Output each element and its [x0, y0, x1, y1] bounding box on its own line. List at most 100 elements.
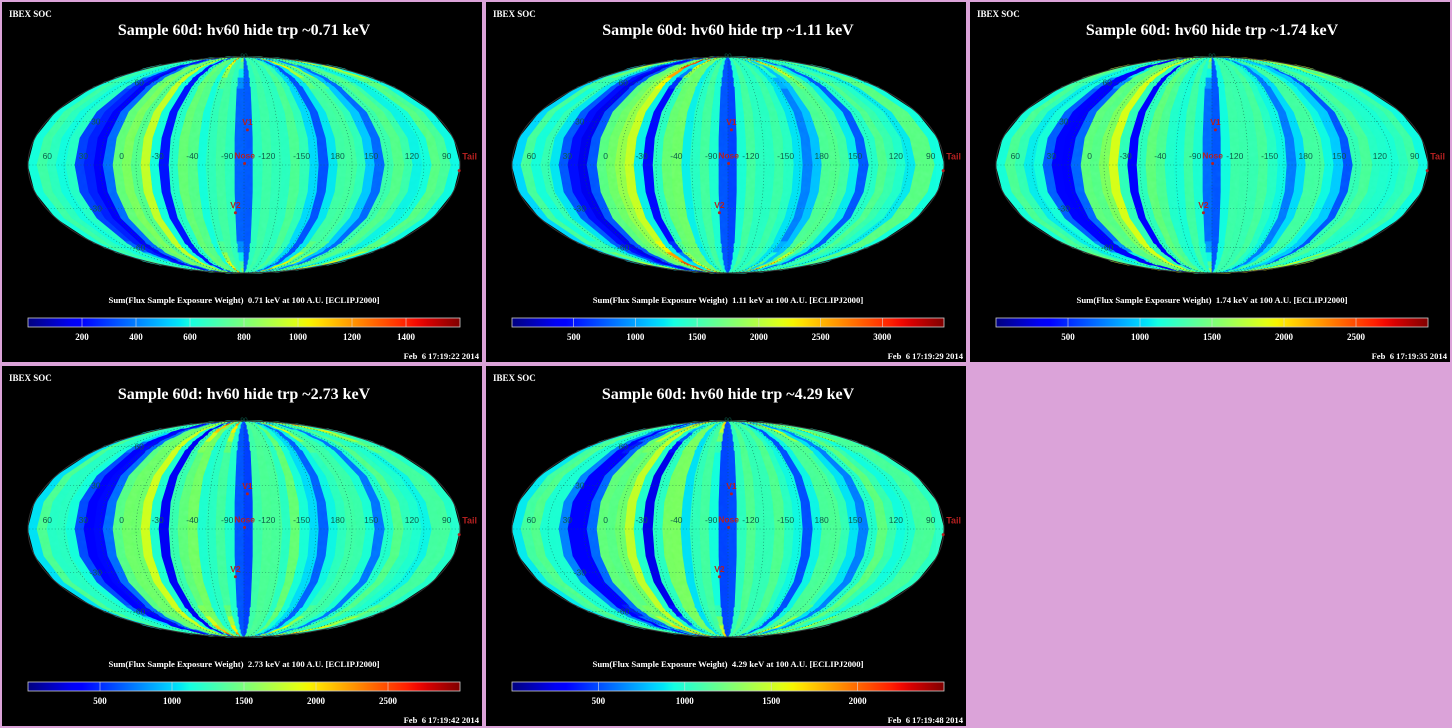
- svg-text:-30: -30: [151, 515, 164, 525]
- svg-text:-150: -150: [293, 151, 310, 161]
- svg-text:0: 0: [119, 515, 124, 525]
- svg-text:60: 60: [134, 78, 144, 88]
- svg-text:-150: -150: [777, 151, 794, 161]
- svg-text:-40: -40: [1154, 151, 1167, 161]
- svg-text:60: 60: [618, 442, 628, 452]
- svg-text:-40: -40: [186, 151, 199, 161]
- svg-text:-90: -90: [1189, 151, 1202, 161]
- svg-text:800: 800: [237, 332, 251, 342]
- svg-text:1400: 1400: [397, 332, 416, 342]
- svg-text:-40: -40: [186, 515, 199, 525]
- svg-text:1500: 1500: [688, 332, 707, 342]
- svg-text:Tail: Tail: [946, 152, 961, 162]
- svg-text:-90: -90: [705, 151, 718, 161]
- svg-text:-60: -60: [133, 606, 146, 616]
- svg-text:Feb 6 17:19:35 2014: Feb 6 17:19:35 2014: [1372, 351, 1448, 361]
- svg-text:90: 90: [926, 151, 936, 161]
- svg-text:150: 150: [848, 151, 862, 161]
- svg-text:1500: 1500: [762, 696, 781, 706]
- svg-text:150: 150: [1332, 151, 1346, 161]
- svg-text:Nose: Nose: [718, 151, 739, 161]
- svg-text:30: 30: [563, 515, 573, 525]
- svg-text:90: 90: [442, 515, 452, 525]
- svg-text:60: 60: [134, 442, 144, 452]
- svg-text:120: 120: [405, 515, 419, 525]
- svg-text:2000: 2000: [849, 696, 868, 706]
- svg-text:Nose: Nose: [1202, 151, 1223, 161]
- svg-text:30: 30: [1059, 116, 1069, 126]
- svg-text:90: 90: [240, 417, 248, 424]
- svg-text:500: 500: [1061, 332, 1075, 342]
- svg-text:90: 90: [926, 515, 936, 525]
- svg-text:-60: -60: [617, 606, 630, 616]
- svg-text:60: 60: [618, 78, 628, 88]
- svg-text:V1: V1: [242, 117, 253, 127]
- svg-text:-40: -40: [670, 151, 683, 161]
- svg-text:90: 90: [442, 151, 452, 161]
- svg-text:-120: -120: [258, 151, 275, 161]
- svg-text:180: 180: [815, 515, 829, 525]
- svg-text:V2: V2: [230, 564, 241, 574]
- svg-text:1500: 1500: [235, 696, 254, 706]
- svg-text:Sum(Flux Sample Exposure Weigh: Sum(Flux Sample Exposure Weight) 2.73 ke…: [108, 659, 379, 669]
- svg-text:V1: V1: [726, 117, 737, 127]
- svg-text:IBEX SOC: IBEX SOC: [977, 9, 1020, 19]
- svg-text:Tail: Tail: [462, 516, 477, 526]
- svg-text:1200: 1200: [343, 332, 362, 342]
- svg-text:IBEX SOC: IBEX SOC: [9, 9, 52, 19]
- svg-text:90: 90: [1208, 53, 1216, 60]
- svg-text:-60: -60: [617, 242, 630, 252]
- svg-text:3000: 3000: [873, 332, 892, 342]
- svg-text:2000: 2000: [750, 332, 769, 342]
- svg-text:30: 30: [1047, 151, 1057, 161]
- svg-text:-30: -30: [90, 568, 103, 578]
- svg-text:2000: 2000: [1275, 332, 1294, 342]
- svg-text:Sum(Flux Sample Exposure Weigh: Sum(Flux Sample Exposure Weight) 1.11 ke…: [593, 295, 864, 305]
- svg-text:-90: -90: [705, 515, 718, 525]
- svg-text:30: 30: [79, 515, 89, 525]
- svg-text:0: 0: [119, 151, 124, 161]
- svg-text:200: 200: [75, 332, 89, 342]
- svg-text:500: 500: [93, 696, 107, 706]
- svg-text:Feb 6 17:19:48 2014: Feb 6 17:19:48 2014: [888, 715, 964, 725]
- svg-text:Sample 60d: hv60 hide trp ~1.7: Sample 60d: hv60 hide trp ~1.74 keV: [1086, 22, 1339, 39]
- svg-text:120: 120: [405, 151, 419, 161]
- svg-text:-40: -40: [670, 515, 683, 525]
- svg-text:Feb 6 17:19:42 2014: Feb 6 17:19:42 2014: [404, 715, 480, 725]
- svg-text:Nose: Nose: [234, 515, 255, 525]
- svg-text:Sample 60d: hv60 hide trp ~1.1: Sample 60d: hv60 hide trp ~1.11 keV: [602, 22, 854, 39]
- svg-text:30: 30: [575, 480, 585, 490]
- svg-text:V1: V1: [1210, 117, 1221, 127]
- svg-text:500: 500: [592, 696, 606, 706]
- svg-text:Feb 6 17:19:22 2014: Feb 6 17:19:22 2014: [404, 351, 480, 361]
- svg-text:150: 150: [364, 151, 378, 161]
- svg-text:180: 180: [331, 151, 345, 161]
- svg-text:30: 30: [91, 116, 101, 126]
- svg-text:Nose: Nose: [234, 151, 255, 161]
- svg-text:30: 30: [91, 480, 101, 490]
- svg-text:Sum(Flux Sample Exposure Weigh: Sum(Flux Sample Exposure Weight) 1.74 ke…: [1076, 295, 1347, 305]
- svg-text:1500: 1500: [1203, 332, 1222, 342]
- svg-text:V2: V2: [714, 564, 725, 574]
- svg-text:-30: -30: [574, 204, 587, 214]
- svg-text:2500: 2500: [1347, 332, 1366, 342]
- svg-text:150: 150: [848, 515, 862, 525]
- svg-text:2500: 2500: [812, 332, 831, 342]
- svg-text:1000: 1000: [1131, 332, 1150, 342]
- svg-text:120: 120: [889, 515, 903, 525]
- svg-text:Sum(Flux Sample Exposure Weigh: Sum(Flux Sample Exposure Weight) 4.29 ke…: [592, 659, 863, 669]
- svg-text:150: 150: [364, 515, 378, 525]
- svg-text:Sample 60d: hv60 hide trp ~0.7: Sample 60d: hv60 hide trp ~0.71 keV: [118, 22, 371, 39]
- svg-text:60: 60: [527, 515, 537, 525]
- svg-text:Sum(Flux Sample Exposure Weigh: Sum(Flux Sample Exposure Weight) 0.71 ke…: [108, 295, 379, 305]
- svg-text:1000: 1000: [163, 696, 182, 706]
- svg-text:-30: -30: [1119, 151, 1132, 161]
- svg-text:-60: -60: [1101, 242, 1114, 252]
- svg-text:120: 120: [889, 151, 903, 161]
- svg-text:Tail: Tail: [1430, 152, 1445, 162]
- svg-text:-120: -120: [742, 515, 759, 525]
- svg-text:-90: -90: [221, 515, 234, 525]
- svg-text:-90: -90: [221, 151, 234, 161]
- svg-text:-30: -30: [151, 151, 164, 161]
- svg-text:-30: -30: [1058, 204, 1071, 214]
